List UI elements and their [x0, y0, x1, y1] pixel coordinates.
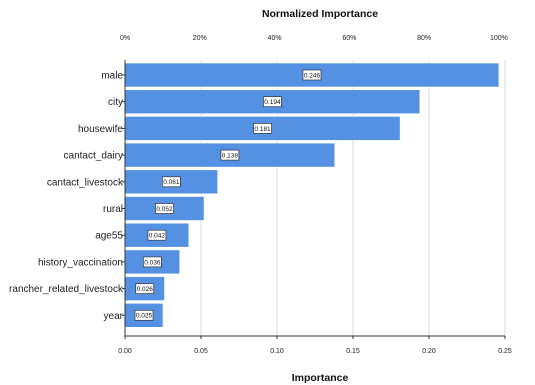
- top-tick-label: 100%: [490, 35, 508, 42]
- value-label: 0.194: [264, 99, 281, 106]
- value-label-box: [302, 69, 322, 81]
- category-label: year: [104, 311, 124, 322]
- value-label-box: [147, 229, 167, 241]
- category-label: city: [108, 97, 123, 108]
- value-label-box: [263, 96, 282, 108]
- x-tick-label: 0.15: [346, 348, 360, 355]
- value-label-box: [253, 123, 272, 134]
- bars: 0.246 0.194 0.181 0.138 0.061 0.052 0.042 0.036…: [124, 62, 500, 328]
- x-tick-label: 0.20: [422, 348, 436, 355]
- value-label: 0.246: [304, 72, 321, 79]
- axes: 0.00 0.05 0.10 0.15 0.20 0.25 0% 20% 40% 60% 80% 10…: [9, 35, 512, 355]
- top-tick-label: 80%: [417, 35, 431, 42]
- value-label-box: [220, 149, 240, 161]
- value-label: 0.036: [144, 259, 161, 266]
- category-label: cantact_livestock: [47, 177, 124, 188]
- top-tick-label: 40%: [268, 35, 282, 42]
- category-label: cantact_dairy: [64, 151, 123, 162]
- top-tick-label: 20%: [193, 35, 207, 42]
- top-axis-title: Normalized Importance: [262, 8, 378, 20]
- category-label: history_vaccination: [38, 257, 123, 268]
- value-label-box: [134, 309, 154, 321]
- value-label: 0.061: [163, 179, 180, 186]
- value-label-box: [143, 256, 162, 268]
- top-tick-label: 60%: [342, 35, 356, 42]
- value-label: 0.181: [254, 126, 271, 133]
- value-label: 0.052: [156, 206, 173, 213]
- x-tick-label: 0.10: [270, 348, 284, 355]
- value-label: 0.025: [136, 313, 153, 320]
- x-axis-title: Importance: [292, 372, 349, 384]
- value-label: 0.138: [222, 153, 239, 160]
- value-label-box: [155, 203, 174, 214]
- value-label: 0.026: [137, 286, 154, 293]
- value-label-box: [135, 283, 155, 294]
- bar: [124, 62, 500, 88]
- category-label: age55: [95, 231, 123, 242]
- x-tick-label: 0.25: [498, 348, 512, 355]
- category-label: rancher_related_livestock: [9, 284, 124, 295]
- x-tick-label: 0.00: [118, 348, 132, 355]
- category-label: housewife: [78, 124, 123, 135]
- category-label: male: [101, 71, 123, 82]
- category-label: rural: [103, 204, 123, 215]
- value-label: 0.042: [149, 233, 166, 240]
- value-label-box: [162, 176, 181, 188]
- x-tick-label: 0.05: [194, 348, 208, 355]
- top-tick-label: 0%: [120, 35, 130, 42]
